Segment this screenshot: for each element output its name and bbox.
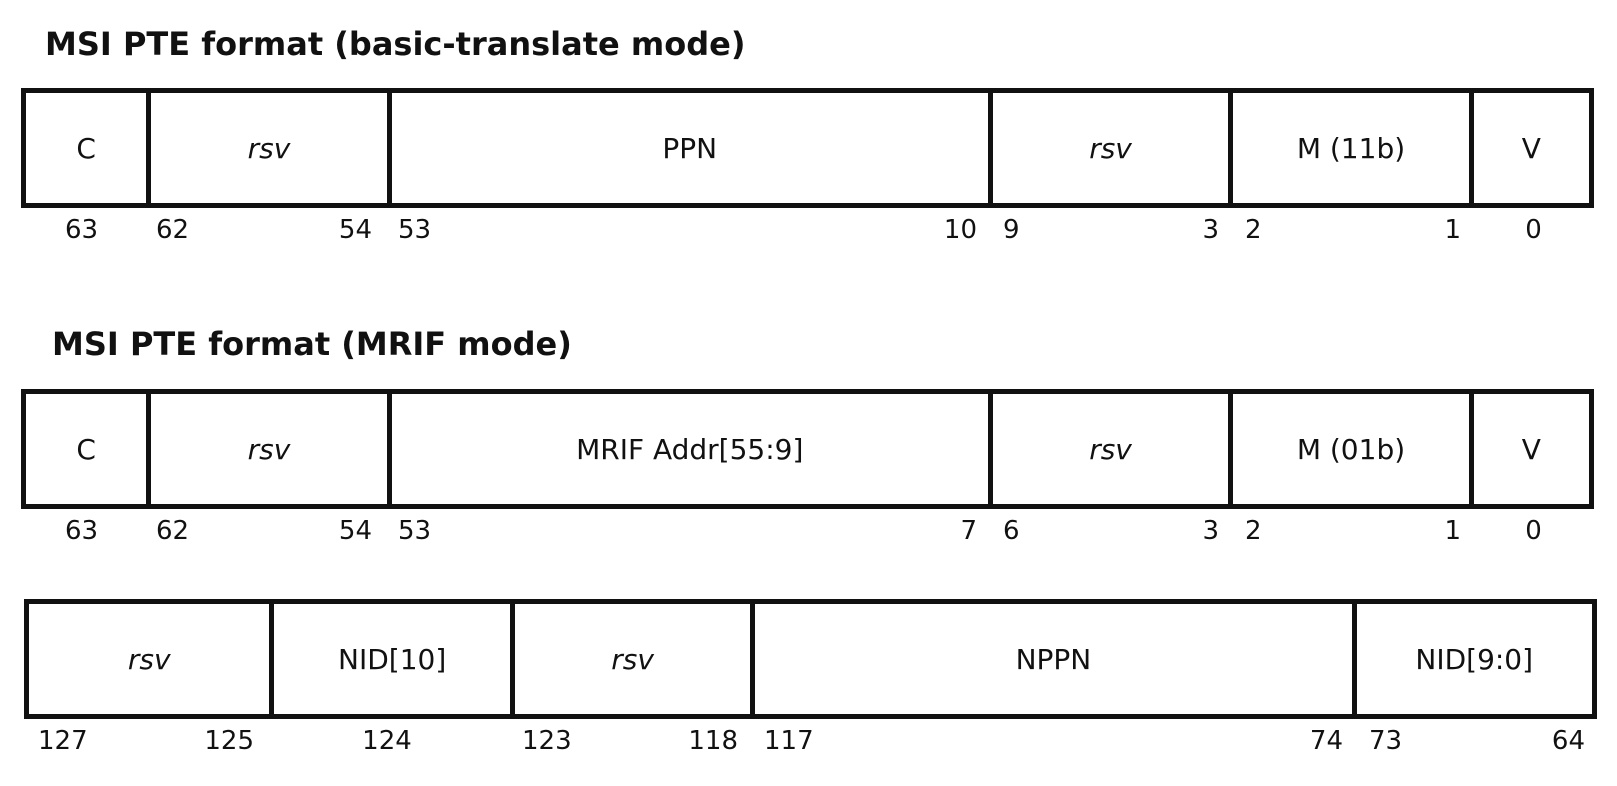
bit-low: 64 bbox=[1551, 726, 1585, 756]
bit-range-nid-9-0: 73 64 bbox=[1355, 726, 1597, 760]
field-ppn: PPN bbox=[386, 93, 988, 203]
bit-high: 123 bbox=[522, 726, 572, 756]
bit-positions-mrif-high: 127 125 124 123 118 117 74 73 64 bbox=[24, 726, 1597, 760]
field-c: C bbox=[76, 131, 96, 165]
bit-range-rsv: 127 125 bbox=[24, 726, 266, 760]
field-m-11b: M (11b) bbox=[1228, 93, 1468, 203]
field-rsv: rsv bbox=[987, 394, 1228, 504]
diagram-title-basic-translate: MSI PTE format (basic-translate mode) bbox=[45, 25, 746, 63]
field-rsv: rsv bbox=[127, 642, 171, 676]
bit-high: 53 bbox=[398, 516, 432, 546]
bit-low: 54 bbox=[338, 516, 372, 546]
field-v: V bbox=[1468, 394, 1589, 504]
field-v: V bbox=[1468, 93, 1589, 203]
bit-high: 63 bbox=[64, 516, 99, 546]
bit-low: 3 bbox=[1202, 516, 1219, 546]
bit-low: 7 bbox=[960, 516, 977, 546]
bit-range-nppn: 117 74 bbox=[750, 726, 1355, 760]
field-rsv: rsv bbox=[146, 93, 386, 203]
bit-high: 73 bbox=[1369, 726, 1403, 756]
bit-low: 74 bbox=[1309, 726, 1343, 756]
bit-high: 127 bbox=[38, 726, 88, 756]
diagram-title-mrif: MSI PTE format (MRIF mode) bbox=[52, 325, 572, 363]
bit-range-v: 0 bbox=[1473, 516, 1594, 550]
bit-high: 2 bbox=[1245, 516, 1262, 546]
bit-low: 10 bbox=[943, 215, 977, 245]
bit-range-rsv: 62 54 bbox=[142, 215, 384, 249]
bit-high: 53 bbox=[398, 215, 432, 245]
bit-low: 54 bbox=[338, 215, 372, 245]
bit-range-ppn: 53 10 bbox=[384, 215, 989, 249]
bit-low: 125 bbox=[204, 726, 254, 756]
bit-low: 1 bbox=[1444, 215, 1461, 245]
bit-high: 62 bbox=[156, 516, 190, 546]
bit-low: 118 bbox=[688, 726, 738, 756]
field-rsv: rsv bbox=[146, 394, 386, 504]
bit-high: 62 bbox=[156, 215, 190, 245]
bit-range-c: 63 bbox=[21, 516, 142, 550]
field-nppn: NPPN bbox=[750, 604, 1351, 714]
field-rsv: rsv bbox=[509, 604, 750, 714]
bit-positions-mrif-low: 63 62 54 53 7 6 3 2 1 0 bbox=[21, 516, 1594, 550]
bit-range-rsv: 62 54 bbox=[142, 516, 384, 550]
field-nid-9-0: NID[9:0] bbox=[1351, 604, 1592, 714]
bit-high: 0 bbox=[1525, 215, 1542, 245]
bit-high: 117 bbox=[764, 726, 814, 756]
bit-range-v: 0 bbox=[1473, 215, 1594, 249]
field-mrif-addr-55-9: MRIF Addr[55:9] bbox=[386, 394, 988, 504]
field-m-01b: M (01b) bbox=[1228, 394, 1468, 504]
bit-range-rsv: 123 118 bbox=[508, 726, 750, 760]
field-rsv: rsv bbox=[987, 93, 1228, 203]
bit-range-nid-10: 124 bbox=[266, 726, 508, 760]
field-c: C bbox=[76, 432, 96, 466]
bit-high: 6 bbox=[1003, 516, 1020, 546]
bit-range-mrif-addr-55-9: 53 7 bbox=[384, 516, 989, 550]
bit-high: 9 bbox=[1003, 215, 1020, 245]
bit-positions-basic-translate: 63 62 54 53 10 9 3 2 1 0 bbox=[21, 215, 1594, 249]
bit-range-c: 63 bbox=[21, 215, 142, 249]
bit-high: 0 bbox=[1525, 516, 1542, 546]
bit-high: 2 bbox=[1245, 215, 1262, 245]
field-nid-10: NID[10] bbox=[269, 604, 509, 714]
bit-low: 3 bbox=[1202, 215, 1219, 245]
bit-low: 1 bbox=[1444, 516, 1461, 546]
register-mrif-high: rsv NID[10] rsv NPPN NID[9:0] bbox=[24, 599, 1597, 719]
bit-high: 124 bbox=[362, 726, 412, 756]
bit-high: 63 bbox=[64, 215, 99, 245]
